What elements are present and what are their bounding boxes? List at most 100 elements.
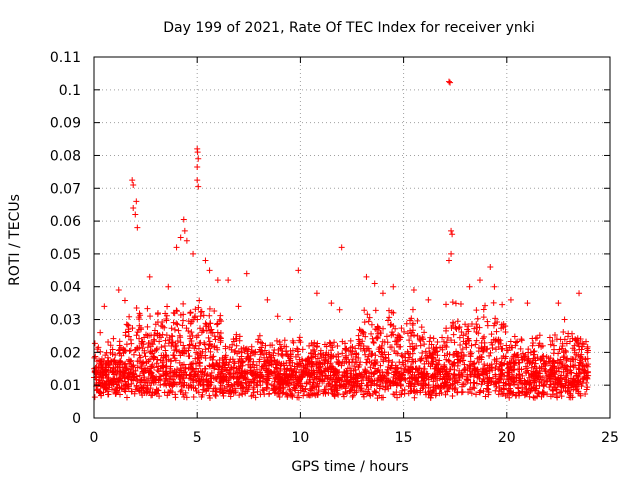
data-point: [449, 381, 456, 388]
data-point: [145, 340, 152, 347]
data-point: [137, 324, 144, 331]
data-point: [583, 379, 590, 386]
data-point: [476, 277, 483, 284]
data-point: [446, 351, 453, 358]
data-point: [421, 365, 428, 372]
data-point: [497, 340, 504, 347]
data-point: [193, 377, 200, 384]
data-point: [443, 339, 450, 346]
data-point: [403, 320, 410, 327]
data-point: [408, 387, 415, 394]
plot-frame: [93, 56, 611, 419]
data-point: [171, 326, 178, 333]
data-point: [393, 341, 400, 348]
data-point: [423, 358, 430, 365]
data-point: [371, 360, 378, 367]
data-point: [245, 356, 252, 363]
data-point: [144, 344, 151, 351]
data-point: [493, 360, 500, 367]
data-point: [216, 316, 223, 323]
data-point: [492, 346, 499, 353]
data-point: [575, 376, 582, 383]
data-point: [457, 358, 464, 365]
data-point: [355, 332, 362, 339]
data-point: [254, 338, 261, 345]
data-point: [138, 377, 145, 384]
data-point: [458, 371, 465, 378]
data-point: [352, 359, 359, 366]
data-point: [470, 373, 477, 380]
data-point: [162, 310, 169, 317]
data-point: [412, 365, 419, 372]
data-point: [579, 362, 586, 369]
data-point: [110, 335, 117, 342]
data-point: [433, 365, 440, 372]
data-point: [181, 393, 188, 400]
data-point: [153, 360, 160, 367]
data-point: [329, 381, 336, 388]
data-point: [349, 384, 356, 391]
data-point: [334, 342, 341, 349]
data-point: [154, 345, 161, 352]
data-point: [580, 366, 587, 373]
data-point: [460, 332, 467, 339]
data-point: [567, 392, 574, 399]
data-point: [206, 362, 213, 369]
data-point: [228, 382, 235, 389]
data-point: [530, 394, 537, 401]
data-point: [393, 350, 400, 357]
data-point: [367, 364, 374, 371]
data-point: [97, 389, 104, 396]
data-point: [480, 345, 487, 352]
data-point: [512, 342, 519, 349]
data-point: [397, 375, 404, 382]
data-point: [257, 339, 264, 346]
data-point: [419, 349, 426, 356]
data-point: [466, 365, 473, 372]
data-point: [444, 370, 451, 377]
data-point: [558, 372, 565, 379]
data-point: [399, 359, 406, 366]
data-point: [487, 349, 494, 356]
data-point: [151, 327, 158, 334]
data-point: [450, 331, 457, 338]
data-point: [463, 331, 470, 338]
data-point: [444, 388, 451, 395]
data-point: [433, 361, 440, 368]
data-point: [560, 328, 567, 335]
data-point: [269, 342, 276, 349]
data-point: [91, 394, 98, 401]
data-point: [492, 371, 499, 378]
data-point: [383, 333, 390, 340]
data-point: [512, 357, 519, 364]
data-point: [238, 357, 245, 364]
data-point: [339, 350, 346, 357]
data-point: [114, 368, 121, 375]
data-point: [174, 321, 181, 328]
data-point: [434, 370, 441, 377]
data-point: [540, 365, 547, 372]
data-point: [159, 357, 166, 364]
data-point: [522, 368, 529, 375]
data-point: [368, 330, 375, 337]
data-point: [540, 352, 547, 359]
data-point: [443, 301, 450, 308]
data-point: [181, 227, 188, 234]
data-point: [443, 327, 450, 334]
data-point: [179, 349, 186, 356]
data-point: [217, 312, 224, 319]
data-point: [194, 149, 201, 156]
data-point: [321, 341, 328, 348]
data-point: [183, 372, 190, 379]
data-point: [92, 368, 99, 375]
data-point: [253, 362, 260, 369]
data-point: [185, 327, 192, 334]
data-point: [188, 371, 195, 378]
data-point: [519, 372, 526, 379]
data-point: [436, 357, 443, 364]
data-point: [114, 384, 121, 391]
data-point: [499, 301, 506, 308]
data-point: [205, 334, 212, 341]
data-point: [124, 372, 131, 379]
data-point: [264, 296, 271, 303]
